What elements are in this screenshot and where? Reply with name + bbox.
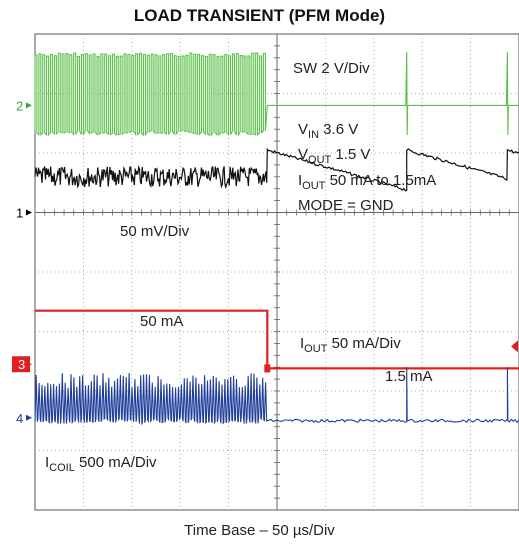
time-base-label: Time Base – 50 µs/Div: [184, 522, 335, 539]
graticule: [34, 33, 519, 511]
channel-marker-2: 2: [16, 98, 32, 113]
channel-arrow: [26, 102, 32, 109]
channel-markers: 1 2 3 4: [12, 98, 32, 426]
channel-marker-4: 4: [16, 411, 32, 426]
annotation: SW 2 V/Div: [293, 60, 370, 77]
annotation: ICOIL 500 mA/Div: [45, 454, 157, 474]
icoil-trace: [34, 367, 519, 426]
iout-trace: [35, 309, 519, 370]
vout-trace: [34, 147, 519, 192]
annotation: 50 mA: [140, 313, 183, 330]
annotation: 50 mV/Div: [120, 223, 190, 240]
annotation: IOUT 50 mA/Div: [300, 335, 401, 355]
channel-arrow: [26, 361, 32, 368]
annotation: MODE = GND: [298, 197, 394, 214]
annotation: VIN 3.6 V: [298, 121, 358, 141]
channel-label: 4: [16, 411, 23, 426]
channel-label: 1: [16, 206, 23, 221]
traces: [34, 51, 519, 426]
channel-arrow: [26, 414, 32, 421]
channel-3-badge: [12, 356, 30, 373]
channel-arrow: [26, 209, 32, 216]
channel-label: 2: [16, 98, 23, 113]
annotation: 1.5 mA: [385, 368, 433, 385]
chart-title: LOAD TRANSIENT (PFM Mode): [133, 6, 386, 25]
trigger-level-marker: [511, 340, 518, 353]
iout-step-marker: [264, 364, 271, 373]
channel-label: 3: [18, 357, 25, 372]
channel-marker-1: 1: [16, 206, 32, 221]
channel-marker-3: 3: [12, 356, 32, 373]
sw-trace: [34, 51, 519, 138]
annotation: VOUT 1.5 V: [298, 146, 370, 166]
annotations: SW 2 V/Div VIN 3.6 V VOUT 1.5 V IOUT 50 mA …: [45, 60, 436, 474]
annotation: IOUT 50 mA to 1.5mA: [298, 172, 436, 192]
